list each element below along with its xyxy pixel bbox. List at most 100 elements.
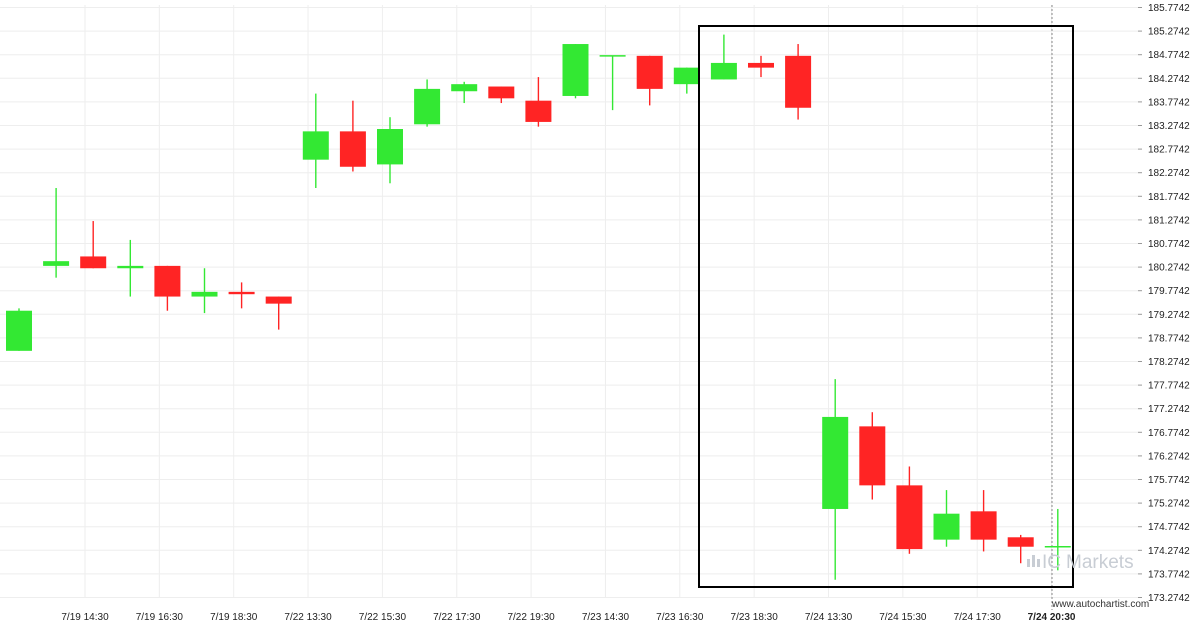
candle-body [488, 86, 515, 99]
candle-bearish [80, 221, 107, 269]
x-axis-ticks: 7/19 14:30 7/19 16:30 7/19 18:30 7/22 13:30… [61, 612, 1076, 623]
candle-body [562, 44, 589, 96]
x-tick-label: 7/23 14:30 [582, 612, 630, 623]
candle-bullish [117, 239, 144, 297]
y-tick-label: 178.7742 [1148, 333, 1190, 344]
y-axis-ticks: 185.7742 185.2742 184.7742 184.2742 183.7742… [1138, 3, 1190, 604]
x-tick-label: 7/22 17:30 [433, 612, 481, 623]
candle-bearish [488, 86, 515, 104]
y-tick-label: 175.7742 [1148, 475, 1190, 486]
candle-bullish [599, 55, 626, 111]
x-tick-label: 7/24 13:30 [805, 612, 853, 623]
candle-body [191, 291, 218, 297]
y-tick-label: 180.7742 [1148, 239, 1190, 250]
source-credit: www.autochartist.com [1051, 599, 1149, 610]
y-tick-label: 183.2742 [1148, 121, 1190, 132]
candle-bearish [265, 296, 292, 330]
x-tick-label: 7/19 16:30 [136, 612, 184, 623]
candle-bearish [859, 412, 886, 500]
y-tick-label: 177.2742 [1148, 404, 1190, 415]
candle-body [451, 84, 478, 92]
y-tick-label: 179.2742 [1148, 310, 1190, 321]
candle-body [6, 310, 32, 351]
y-tick-label: 182.2742 [1148, 168, 1190, 179]
candle-body [154, 265, 181, 297]
candle-body [636, 55, 663, 89]
candle-bullish [933, 490, 960, 547]
y-tick-label: 174.2742 [1148, 546, 1190, 557]
candle-body [822, 416, 849, 509]
candle-bullish [710, 34, 737, 80]
x-tick-label: 7/22 15:30 [359, 612, 407, 623]
candle-bullish [191, 268, 218, 314]
candle-bearish [339, 100, 366, 172]
candle-body [228, 291, 255, 295]
brand-watermark: IC Markets [1027, 552, 1134, 573]
candle-body [785, 55, 812, 108]
x-tick-label: 7/22 19:30 [507, 612, 555, 623]
candle-bullish [43, 188, 70, 278]
x-tick-label: 7/22 13:30 [284, 612, 332, 623]
candle-bearish [1007, 534, 1034, 564]
candle-bullish [1044, 508, 1071, 571]
y-tick-label: 181.7742 [1148, 192, 1190, 203]
candle-body [265, 296, 292, 304]
y-tick-label: 185.7742 [1148, 3, 1190, 14]
candle-bearish [636, 55, 663, 106]
candle-bullish [673, 67, 700, 94]
candles [6, 34, 1071, 580]
candle-body [859, 426, 886, 486]
candle-body [748, 62, 774, 68]
candle-bullish [6, 308, 32, 351]
candle-bearish [154, 265, 181, 311]
candle-body [43, 261, 70, 266]
y-tick-label: 184.2742 [1148, 74, 1190, 85]
x-tick-label: 7/24 17:30 [954, 612, 1002, 623]
y-tick-label: 176.2742 [1148, 451, 1190, 462]
candle-body [117, 265, 144, 269]
y-tick-label: 181.2742 [1148, 215, 1190, 226]
y-tick-label: 174.7742 [1148, 522, 1190, 533]
logo-bar-icon [1027, 559, 1030, 567]
y-tick-label: 185.2742 [1148, 27, 1190, 38]
x-tick-label: 7/23 18:30 [731, 612, 779, 623]
candle-body [673, 67, 700, 85]
y-tick-label: 175.2742 [1148, 499, 1190, 510]
candle-bullish [377, 117, 403, 184]
y-tick-label: 177.7742 [1148, 381, 1190, 392]
candle-body [933, 513, 960, 540]
candle-body [80, 256, 107, 269]
candle-body [970, 511, 997, 540]
candle-body [525, 100, 552, 122]
x-tick-label: 7/19 14:30 [61, 612, 109, 623]
y-tick-label: 184.7742 [1148, 50, 1190, 61]
y-tick-label: 183.7742 [1148, 97, 1190, 108]
candle-bearish [525, 77, 552, 127]
candle-bearish [896, 466, 923, 554]
y-tick-label: 182.7742 [1148, 145, 1190, 156]
candle-bearish [785, 44, 812, 120]
candle-bullish [451, 81, 478, 104]
candle-bullish [562, 44, 589, 99]
pattern-box [698, 25, 1074, 588]
candle-bullish [822, 379, 849, 580]
candle-bullish [414, 79, 441, 127]
candle-bearish [228, 282, 255, 309]
watermark-name: Markets [1066, 552, 1134, 573]
candle-body [377, 129, 403, 165]
candle-bullish [302, 93, 329, 189]
y-tick-label: 173.7742 [1148, 569, 1190, 580]
y-tick-label: 176.7742 [1148, 428, 1190, 439]
y-tick-label: 180.2742 [1148, 263, 1190, 274]
candle-body [339, 131, 366, 167]
x-tick-label: 7/24 15:30 [879, 612, 927, 623]
watermark-brand: IC [1042, 552, 1061, 573]
y-tick-label: 179.7742 [1148, 286, 1190, 297]
candle-bearish [748, 55, 774, 78]
candle-body [1007, 537, 1034, 547]
x-tick-label: 7/23 16:30 [656, 612, 704, 623]
candle-body [302, 131, 329, 160]
candle-bearish [970, 490, 997, 552]
x-tick-label: 7/24 20:30 [1028, 612, 1076, 623]
logo-bar-icon [1032, 555, 1035, 567]
